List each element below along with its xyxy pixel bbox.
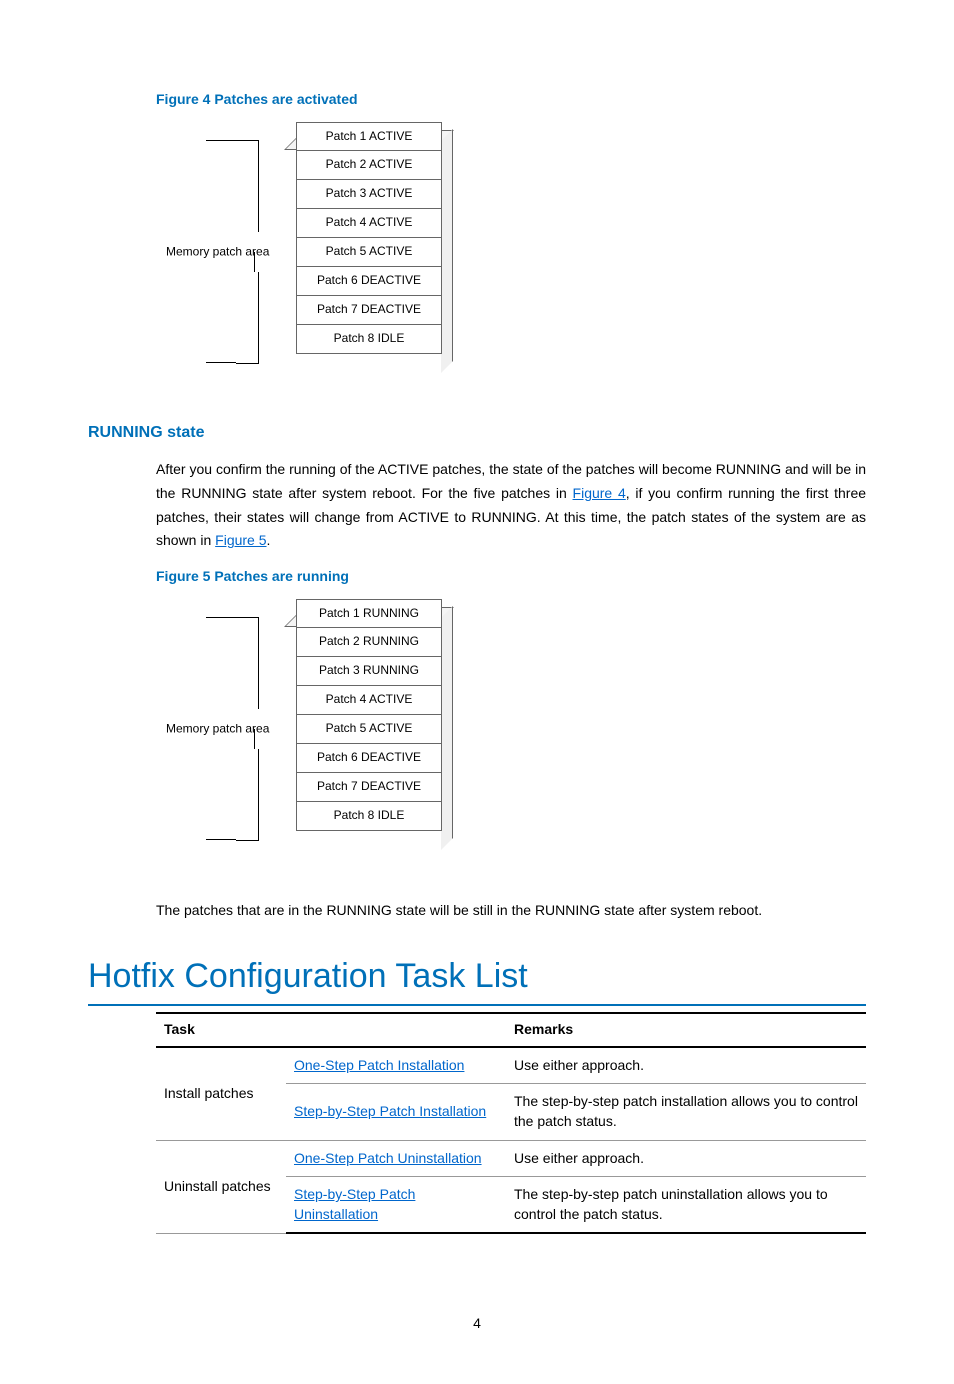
task-link-cell: Step-by-Step Patch Uninstallation bbox=[286, 1177, 506, 1234]
remarks-cell: The step-by-step patch installation allo… bbox=[506, 1084, 866, 1140]
patch-row: Patch 3 ACTIVE bbox=[296, 180, 442, 209]
remarks-cell: Use either approach. bbox=[506, 1140, 866, 1177]
patch-row: Patch 1 ACTIVE bbox=[296, 122, 442, 151]
figure-5-patch-stack: Patch 1 RUNNING Patch 2 RUNNING Patch 3 … bbox=[296, 599, 442, 831]
patch-row: Patch 7 DEACTIVE bbox=[296, 773, 442, 802]
patch-row: Patch 7 DEACTIVE bbox=[296, 296, 442, 325]
remarks-cell: Use either approach. bbox=[506, 1047, 866, 1084]
figure-4-caption: Figure 4 Patches are activated bbox=[156, 90, 866, 110]
stepbystep-uninstall-link[interactable]: Step-by-Step Patch Uninstallation bbox=[294, 1186, 415, 1222]
patch-row: Patch 5 ACTIVE bbox=[296, 238, 442, 267]
patch-row: Patch 6 DEACTIVE bbox=[296, 267, 442, 296]
page-number: 4 bbox=[88, 1314, 866, 1334]
table-header-row: Task Remarks bbox=[156, 1013, 866, 1047]
figure-5-diagram: Memory patch area Patch 1 RUNNING Patch … bbox=[176, 599, 866, 859]
figure-5-caption: Figure 5 Patches are running bbox=[156, 567, 866, 587]
table-row: Install patches One-Step Patch Installat… bbox=[156, 1047, 866, 1084]
patch-row: Patch 5 ACTIVE bbox=[296, 715, 442, 744]
stepbystep-install-link[interactable]: Step-by-Step Patch Installation bbox=[294, 1103, 486, 1119]
remarks-header: Remarks bbox=[506, 1013, 866, 1047]
table-row: Uninstall patches One-Step Patch Uninsta… bbox=[156, 1140, 866, 1177]
task-table: Task Remarks Install patches One-Step Pa… bbox=[156, 1012, 866, 1234]
running-state-heading: RUNNING state bbox=[88, 422, 866, 444]
patch-row: Patch 6 DEACTIVE bbox=[296, 744, 442, 773]
patch-row: Patch 8 IDLE bbox=[296, 325, 442, 354]
patch-row: Patch 2 ACTIVE bbox=[296, 151, 442, 180]
onestep-uninstall-link[interactable]: One-Step Patch Uninstallation bbox=[294, 1150, 482, 1166]
figure-5-link[interactable]: Figure 5 bbox=[215, 532, 266, 548]
install-patches-cell: Install patches bbox=[156, 1047, 286, 1140]
task-link-cell: One-Step Patch Uninstallation bbox=[286, 1140, 506, 1177]
patch-row: Patch 1 RUNNING bbox=[296, 599, 442, 628]
patch-row: Patch 4 ACTIVE bbox=[296, 686, 442, 715]
running-followup-paragraph: The patches that are in the RUNNING stat… bbox=[156, 899, 866, 923]
patch-row: Patch 4 ACTIVE bbox=[296, 209, 442, 238]
hotfix-config-heading: Hotfix Configuration Task List bbox=[88, 953, 866, 1007]
uninstall-patches-cell: Uninstall patches bbox=[156, 1140, 286, 1233]
text-segment: . bbox=[267, 532, 271, 548]
figure-4-diagram: Memory patch area Patch 1 ACTIVE Patch 2… bbox=[176, 122, 866, 382]
figure-4-patch-stack: Patch 1 ACTIVE Patch 2 ACTIVE Patch 3 AC… bbox=[296, 122, 442, 354]
patch-row: Patch 2 RUNNING bbox=[296, 628, 442, 657]
patch-row: Patch 8 IDLE bbox=[296, 802, 442, 831]
running-state-paragraph: After you confirm the running of the ACT… bbox=[156, 458, 866, 553]
patch-row: Patch 3 RUNNING bbox=[296, 657, 442, 686]
task-link-cell: Step-by-Step Patch Installation bbox=[286, 1084, 506, 1140]
remarks-cell: The step-by-step patch uninstallation al… bbox=[506, 1177, 866, 1234]
onestep-install-link[interactable]: One-Step Patch Installation bbox=[294, 1057, 464, 1073]
task-link-cell: One-Step Patch Installation bbox=[286, 1047, 506, 1084]
task-header: Task bbox=[156, 1013, 506, 1047]
figure-4-link[interactable]: Figure 4 bbox=[573, 485, 626, 501]
